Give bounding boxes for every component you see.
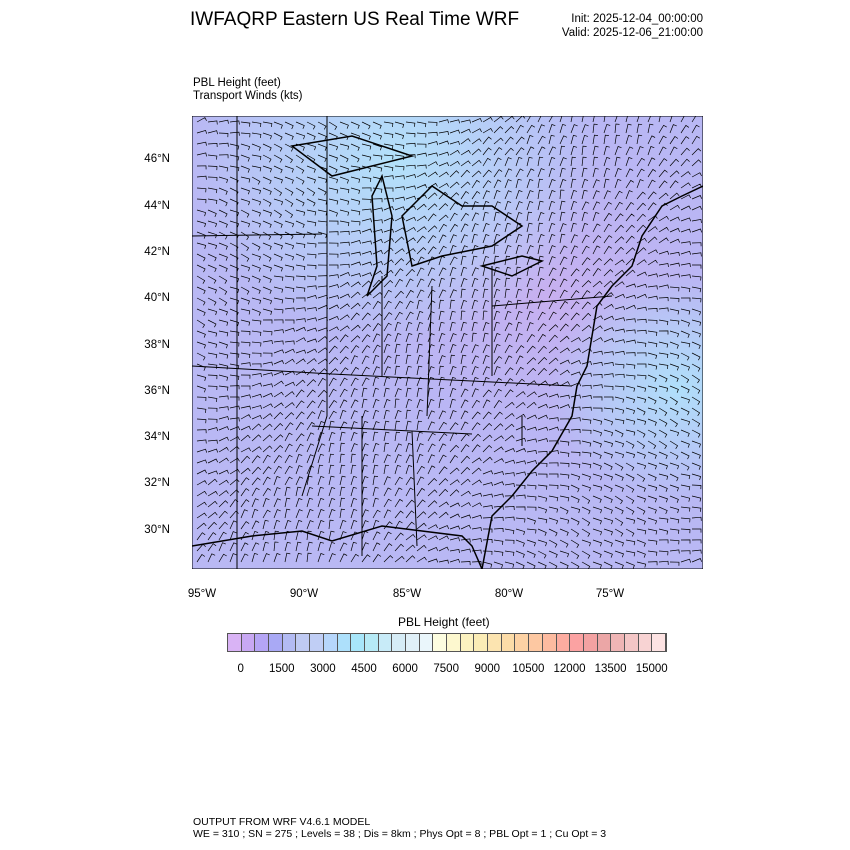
colorbar-swatch xyxy=(474,634,489,651)
lon-label: 80°W xyxy=(494,588,524,600)
colorbar-swatch xyxy=(310,634,324,651)
wind-barbs xyxy=(196,116,703,569)
footer-config: WE = 310 ; SN = 275 ; Levels = 38 ; Dis … xyxy=(193,828,607,840)
lat-label: 30°N xyxy=(144,524,170,536)
colorbar-swatch xyxy=(460,634,475,651)
lat-label: 34°N xyxy=(144,431,170,443)
colorbar-tick-label: 7500 xyxy=(433,663,459,675)
colorbar-swatch xyxy=(405,634,420,651)
colorbar-swatch xyxy=(228,634,242,651)
colorbar-tick-label: 6000 xyxy=(392,663,418,675)
colorbar-swatch xyxy=(269,634,283,651)
colorbar xyxy=(227,633,667,652)
colorbar-swatch xyxy=(351,634,365,651)
colorbar-tick-label: 3000 xyxy=(310,663,336,675)
colorbar-swatch xyxy=(515,634,530,651)
colorbar-tick-label: 15000 xyxy=(635,663,668,675)
init-time: Init: 2025-12-04_00:00:00 xyxy=(571,13,703,25)
colorbar-swatch xyxy=(323,634,338,651)
colorbar-tick-label: 9000 xyxy=(474,663,501,675)
colorbar-swatch xyxy=(447,634,461,651)
lat-label: 36°N xyxy=(144,385,170,397)
colorbar-swatch xyxy=(364,634,379,651)
colorbar-swatch xyxy=(296,634,311,651)
plot-title: IWFAQRP Eastern US Real Time WRF xyxy=(190,9,520,30)
colorbar-title: PBL Height (feet) xyxy=(398,615,490,629)
colorbar-swatch xyxy=(611,634,625,651)
lon-label: 90°W xyxy=(289,588,319,600)
map-panel xyxy=(192,116,703,569)
colorbar-swatch xyxy=(282,634,297,651)
wind-barb-set xyxy=(196,116,703,569)
footer-model: OUTPUT FROM WRF V4.6.1 MODEL xyxy=(193,816,371,828)
colorbar-swatch xyxy=(337,634,352,651)
lat-label: 32°N xyxy=(144,477,170,489)
colorbar-swatch xyxy=(529,634,543,651)
colorbar-swatch xyxy=(255,634,270,651)
lat-label: 46°N xyxy=(144,153,170,165)
colorbar-swatch xyxy=(378,634,393,651)
lon-label: 95°W xyxy=(187,588,217,600)
lat-label: 40°N xyxy=(144,292,170,304)
colorbar-swatch xyxy=(542,634,557,651)
field-label-winds: Transport Winds (kts) xyxy=(193,90,303,102)
colorbar-swatch xyxy=(652,634,666,651)
field-label-pbl: PBL Height (feet) xyxy=(193,77,281,89)
colorbar-swatch xyxy=(556,634,571,651)
colorbar-swatch xyxy=(583,634,598,651)
colorbar-swatch xyxy=(488,634,502,651)
colorbar-tick-label: 10500 xyxy=(512,663,545,675)
colorbar-tick-label: 12000 xyxy=(553,663,586,675)
coastlines xyxy=(192,135,703,569)
colorbar-tick-label: 0 xyxy=(237,663,244,675)
valid-time: Valid: 2025-12-06_21:00:00 xyxy=(561,27,703,39)
lon-label: 75°W xyxy=(595,588,625,600)
colorbar-tick-label: 4500 xyxy=(351,663,377,675)
colorbar-swatch xyxy=(624,634,639,651)
colorbar-swatch xyxy=(570,634,584,651)
colorbar-swatch xyxy=(241,634,256,651)
colorbar-swatch xyxy=(419,634,434,651)
colorbar-tick-label: 1500 xyxy=(269,663,295,675)
lon-label: 85°W xyxy=(392,588,422,600)
state-borders xyxy=(192,116,613,569)
lat-label: 42°N xyxy=(144,246,170,258)
colorbar-swatch xyxy=(597,634,612,651)
colorbar-swatch xyxy=(433,634,447,651)
colorbar-swatch xyxy=(392,634,406,651)
colorbar-tick-label: 13500 xyxy=(594,663,627,675)
colorbar-swatch xyxy=(638,634,653,651)
pbl-shading xyxy=(192,116,703,569)
colorbar-swatch xyxy=(501,634,516,651)
lat-label: 38°N xyxy=(144,339,170,351)
lat-label: 44°N xyxy=(144,200,170,212)
